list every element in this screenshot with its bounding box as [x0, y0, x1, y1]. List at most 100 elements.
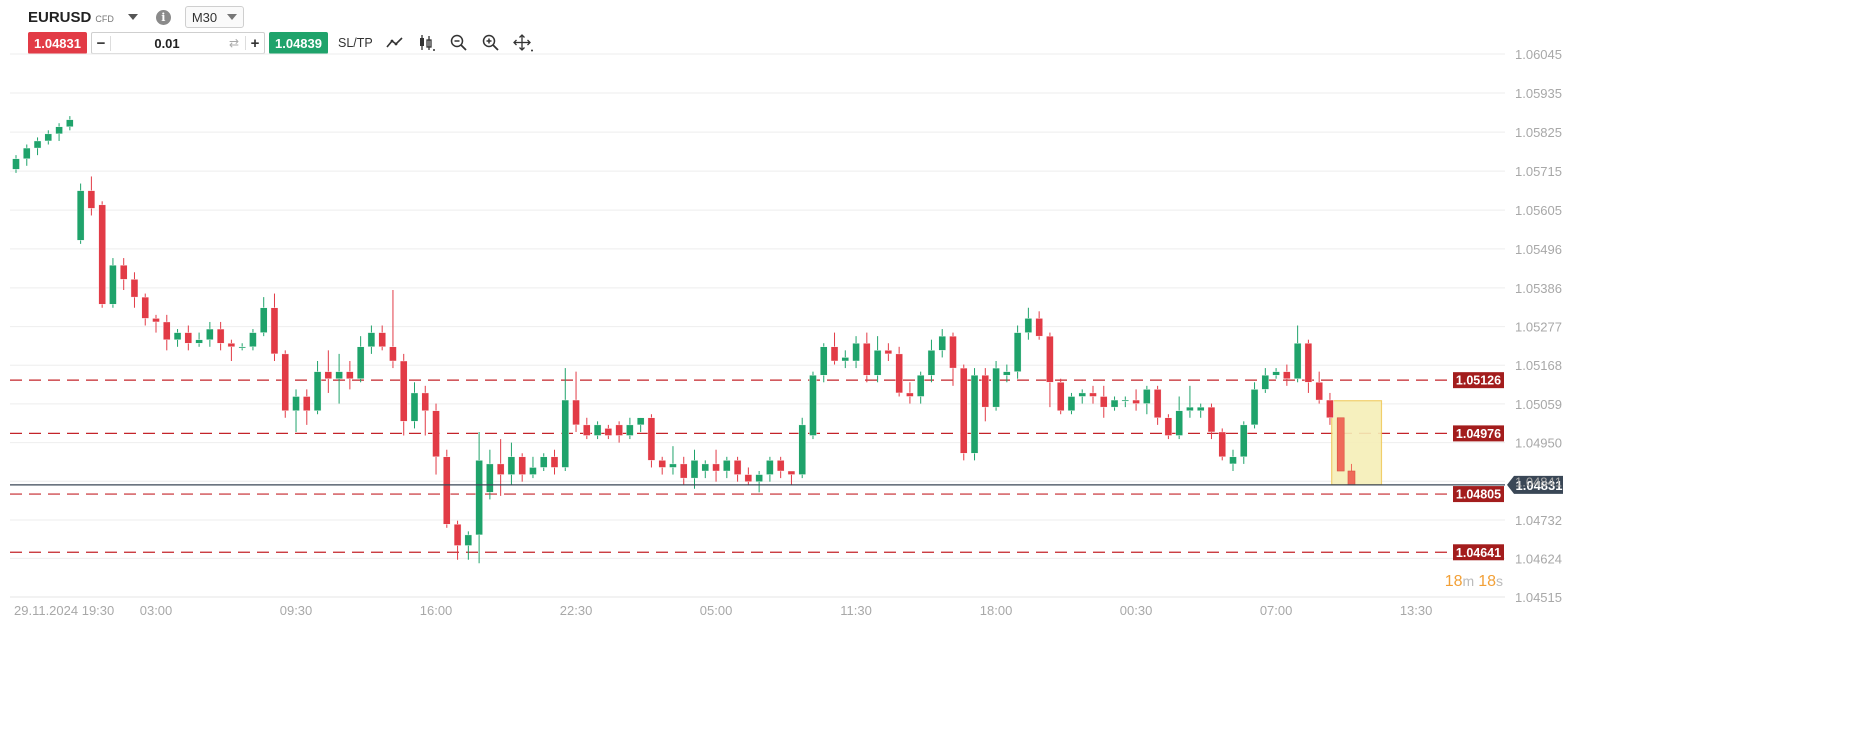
candle-body: [1283, 371, 1291, 379]
candle-body: [475, 460, 483, 536]
candle-body: [938, 335, 946, 351]
candle-body: [1089, 392, 1097, 397]
candle-body: [863, 343, 871, 376]
candle-body: [852, 343, 860, 362]
line-chart-icon[interactable]: [385, 33, 405, 53]
y-tick-label: 1.05825: [1515, 125, 1562, 140]
level-label-box: [1453, 544, 1504, 561]
candle-body: [970, 374, 979, 454]
candle-body: [550, 456, 559, 468]
candle-body: [335, 371, 343, 379]
candle-body: [367, 332, 376, 347]
x-tick-label: 29.11.2024 19:30: [14, 603, 114, 618]
zoom-in-icon[interactable]: [481, 33, 501, 53]
candle-body: [249, 332, 257, 347]
candle-body: [992, 367, 1000, 408]
candle-body: [453, 524, 462, 546]
x-tick-label: 03:00: [140, 603, 173, 618]
candle-body: [378, 332, 386, 347]
timeframe-select[interactable]: M30: [184, 6, 245, 28]
candle-body: [615, 424, 623, 436]
candle-body: [1024, 318, 1033, 333]
candle-body: [346, 371, 354, 379]
info-icon[interactable]: i: [155, 9, 171, 25]
level-label: 1.04805: [1456, 488, 1501, 502]
x-tick-label: 07:00: [1260, 603, 1293, 618]
zoom-out-icon[interactable]: [449, 33, 469, 53]
increase-lot-button[interactable]: +: [250, 34, 260, 52]
candle-body: [895, 353, 903, 394]
candle-body: [680, 463, 688, 479]
lot-size-input[interactable]: 0.01: [110, 35, 223, 51]
candle-body: [1315, 382, 1323, 401]
y-tick-label: 1.04624: [1515, 551, 1562, 566]
x-tick-label: 00:30: [1120, 603, 1153, 618]
x-tick-label: 16:00: [420, 603, 453, 618]
y-tick-label: 1.05496: [1515, 242, 1562, 257]
candle-body: [1035, 318, 1043, 337]
candle-body: [173, 332, 182, 340]
candle-body: [1110, 399, 1119, 408]
candle-body: [884, 350, 893, 355]
y-tick-label: 1.05715: [1515, 164, 1562, 179]
y-tick-label: 1.05277: [1515, 320, 1562, 335]
symbol-bar: EURUSD CFD i M30: [28, 6, 245, 28]
x-tick-label: 11:30: [840, 603, 872, 618]
candle-body: [216, 328, 225, 344]
candles-icon[interactable]: [417, 33, 437, 53]
candle-body: [1003, 371, 1011, 376]
candle-body: [1153, 389, 1162, 418]
y-tick-label: 1.06045: [1515, 47, 1562, 62]
y-tick-label: 1.04732: [1515, 513, 1562, 528]
candle-body: [87, 190, 96, 209]
candle-body: [356, 346, 365, 379]
candle-body: [1293, 343, 1302, 379]
sell-button[interactable]: 1.04831: [28, 32, 87, 54]
candle-body: [1304, 343, 1313, 383]
candle-body: [443, 456, 451, 525]
candle-body: [141, 296, 149, 319]
candle-body: [1186, 406, 1194, 411]
candle-body: [44, 133, 53, 142]
timeframe-value: M30: [191, 9, 218, 25]
level-label-box: [1453, 425, 1504, 442]
decrease-lot-button[interactable]: −: [96, 34, 106, 52]
sltp-button[interactable]: SL/TP: [338, 36, 373, 50]
candle-body: [313, 371, 322, 411]
candle-body: [421, 392, 429, 411]
symbol-name[interactable]: EURUSD: [28, 8, 92, 26]
level-label: 1.05126: [1456, 374, 1501, 388]
candle-body: [540, 456, 548, 468]
candle-body: [1347, 470, 1356, 486]
lot-size-stepper: − 0.01 ⇄ +: [91, 32, 265, 54]
timeframe-dropdown-icon[interactable]: [227, 14, 238, 20]
candle-body: [432, 410, 440, 458]
candle-body: [949, 335, 957, 369]
candle-body: [400, 360, 408, 422]
candle-body: [787, 470, 796, 475]
swap-icon[interactable]: ⇄: [223, 36, 246, 50]
candle-body: [119, 264, 128, 280]
move-icon[interactable]: [512, 33, 533, 53]
candle-body: [1056, 382, 1065, 411]
y-tick-label: 1.05386: [1515, 281, 1562, 296]
candle-body: [1196, 406, 1205, 411]
candle-body: [464, 534, 473, 546]
candle-body: [109, 264, 117, 305]
time-axis[interactable]: 29.11.2024 19:30 03:00 09:30 16:00 22:30 05:0…: [14, 603, 1432, 618]
chart-grid: [10, 53, 1505, 598]
symbol-dropdown-icon[interactable]: [127, 14, 138, 20]
candle-body: [389, 346, 397, 362]
candle-body: [1143, 389, 1151, 404]
candle-body: [723, 460, 731, 472]
candle-body: [227, 343, 236, 347]
buy-button[interactable]: 1.04839: [269, 32, 328, 54]
y-tick-label: 1.05168: [1515, 358, 1562, 373]
candle-body: [152, 318, 160, 323]
candle-body: [798, 424, 806, 475]
candle-body: [23, 147, 31, 159]
candle-body: [410, 392, 419, 422]
x-tick-label: 18:00: [980, 603, 1013, 618]
price-axis[interactable]: 1.06045 1.05935 1.05825 1.05715 1.05605 1.054…: [1515, 47, 1562, 605]
